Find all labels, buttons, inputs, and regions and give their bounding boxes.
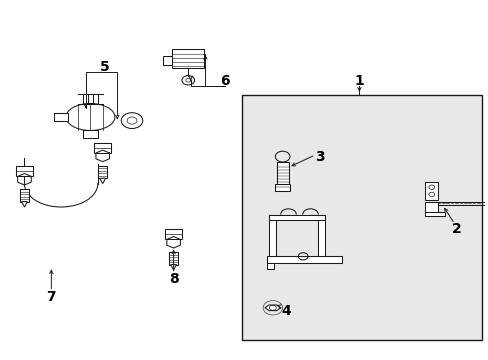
Text: 1: 1	[354, 74, 364, 88]
Bar	[268, 215, 325, 220]
Polygon shape	[18, 174, 31, 185]
Polygon shape	[170, 265, 176, 270]
Text: 5: 5	[100, 60, 110, 73]
Bar	[425, 202, 437, 216]
Bar	[94, 143, 111, 153]
Bar	[16, 166, 33, 176]
Text: 8: 8	[168, 272, 178, 286]
Bar	[20, 189, 29, 202]
Bar	[164, 229, 182, 239]
Bar	[242, 95, 481, 340]
Bar	[83, 130, 98, 138]
Bar	[172, 49, 204, 68]
Polygon shape	[100, 178, 105, 184]
Bar	[54, 113, 68, 121]
Text: 2: 2	[451, 222, 461, 235]
Bar	[169, 252, 178, 265]
Text: 6: 6	[220, 74, 229, 88]
Bar	[266, 263, 274, 269]
Text: 4: 4	[281, 305, 290, 318]
Polygon shape	[21, 202, 27, 207]
Polygon shape	[96, 150, 109, 162]
Bar	[425, 182, 437, 200]
Ellipse shape	[66, 104, 115, 130]
Bar	[268, 215, 275, 256]
Text: 3: 3	[315, 150, 325, 163]
Bar	[162, 56, 172, 65]
Polygon shape	[166, 237, 180, 248]
Bar	[98, 166, 107, 178]
Bar	[266, 256, 342, 263]
Bar	[425, 212, 444, 216]
Bar	[276, 162, 288, 184]
Bar	[275, 184, 289, 191]
Text: 7: 7	[46, 290, 56, 304]
Bar	[317, 219, 324, 256]
Polygon shape	[264, 305, 280, 311]
